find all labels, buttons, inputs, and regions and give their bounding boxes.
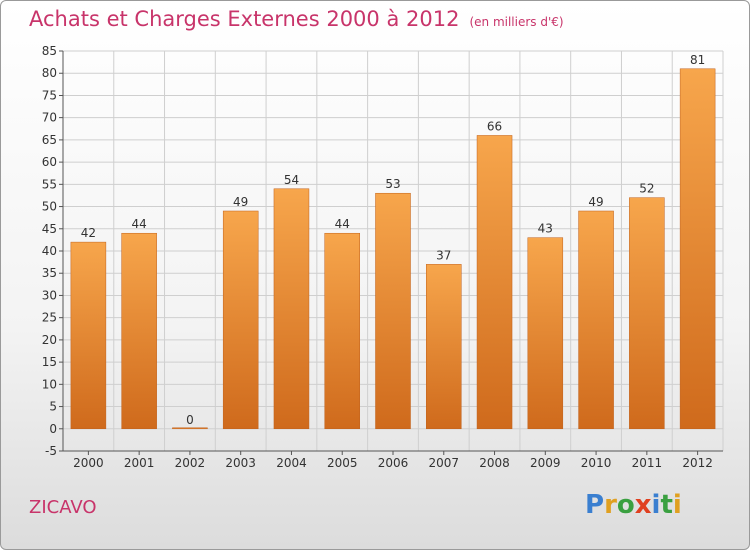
bar (70, 241, 107, 430)
logo-letter: t (660, 490, 673, 520)
y-tick-label: 65 (42, 133, 57, 147)
data-label: 54 (284, 173, 299, 187)
data-label: 44 (335, 217, 350, 231)
y-tick-label: 80 (42, 66, 57, 80)
data-label: 37 (436, 248, 451, 262)
chart-title-unit: (en milliers d'€) (469, 15, 564, 29)
y-tick-label: 20 (42, 333, 57, 347)
x-tick-label: 2001 (124, 456, 155, 470)
x-tick-label: 2006 (378, 456, 409, 470)
data-label: 43 (538, 222, 553, 236)
data-label: 49 (588, 195, 603, 209)
data-label: 42 (81, 226, 96, 240)
bar (527, 237, 564, 430)
y-tick-label: -5 (45, 444, 57, 458)
bar (121, 232, 157, 430)
data-label: 66 (487, 119, 502, 133)
gridlines (62, 50, 724, 452)
bar (172, 427, 208, 430)
x-tick-label: 2000 (73, 456, 104, 470)
logo-letter: o (616, 490, 635, 520)
bar (578, 210, 614, 430)
x-tick-label: 2010 (581, 456, 612, 470)
y-tick-label: 50 (42, 200, 57, 214)
y-tick-label: 85 (42, 44, 57, 58)
logo-letter: r (604, 490, 617, 520)
bar (324, 232, 360, 430)
commune-name: ZICAVO (29, 497, 97, 518)
x-tick-label: 2009 (530, 456, 561, 470)
logo-letter: P (585, 490, 605, 520)
y-tick-label: 30 (42, 288, 57, 302)
y-tick-label: 60 (42, 155, 57, 169)
data-label: 44 (132, 217, 147, 231)
bar (222, 210, 259, 430)
logo-letter: i (651, 490, 661, 520)
y-tick-label: 45 (42, 222, 57, 236)
y-tick-label: 35 (42, 266, 57, 280)
bar (426, 264, 462, 430)
x-tick-label: 2008 (479, 456, 510, 470)
y-tick-label: 40 (42, 244, 57, 258)
data-label: 52 (639, 182, 654, 196)
y-tick-label: 15 (42, 355, 57, 369)
axes: -5 0 5 10 15 20 25 30 35 40 45 50 55 60 65 70 75 80 85 2000… (42, 44, 723, 470)
data-label: 81 (690, 53, 705, 67)
logo-letter: x (634, 490, 652, 520)
y-tick-label: 55 (42, 177, 57, 191)
logo-letter: i (672, 490, 682, 520)
y-tick-label: 25 (42, 311, 57, 325)
x-tick-label: 2011 (632, 456, 663, 470)
data-label: 0 (186, 413, 194, 427)
bar (273, 188, 310, 430)
y-tick-label: 75 (42, 88, 57, 102)
bars (70, 68, 716, 430)
data-label: 53 (385, 177, 400, 191)
proxiti-logo[interactable]: Proxiti (585, 490, 682, 520)
bar (476, 135, 513, 430)
x-tick-label: 2007 (428, 456, 459, 470)
bar (629, 197, 665, 430)
data-labels: 42 44 0 49 54 44 53 37 66 43 49 52 81 (81, 53, 706, 427)
y-tick-label: 5 (49, 400, 57, 414)
data-label: 49 (233, 195, 248, 209)
chart-title: Achats et Charges Externes 2000 à 2012 (e… (29, 7, 564, 31)
bar (375, 192, 411, 430)
bar (679, 68, 716, 430)
y-tick-label: 0 (49, 422, 57, 436)
x-tick-label: 2003 (225, 456, 256, 470)
x-tick-label: 2004 (276, 456, 307, 470)
y-tick-label: 70 (42, 111, 57, 125)
x-tick-label: 2005 (327, 456, 358, 470)
y-tick-label: 10 (42, 377, 57, 391)
chart-title-text: Achats et Charges Externes 2000 à 2012 (29, 7, 460, 31)
x-tick-label: 2002 (175, 456, 206, 470)
x-tick-label: 2012 (682, 456, 713, 470)
